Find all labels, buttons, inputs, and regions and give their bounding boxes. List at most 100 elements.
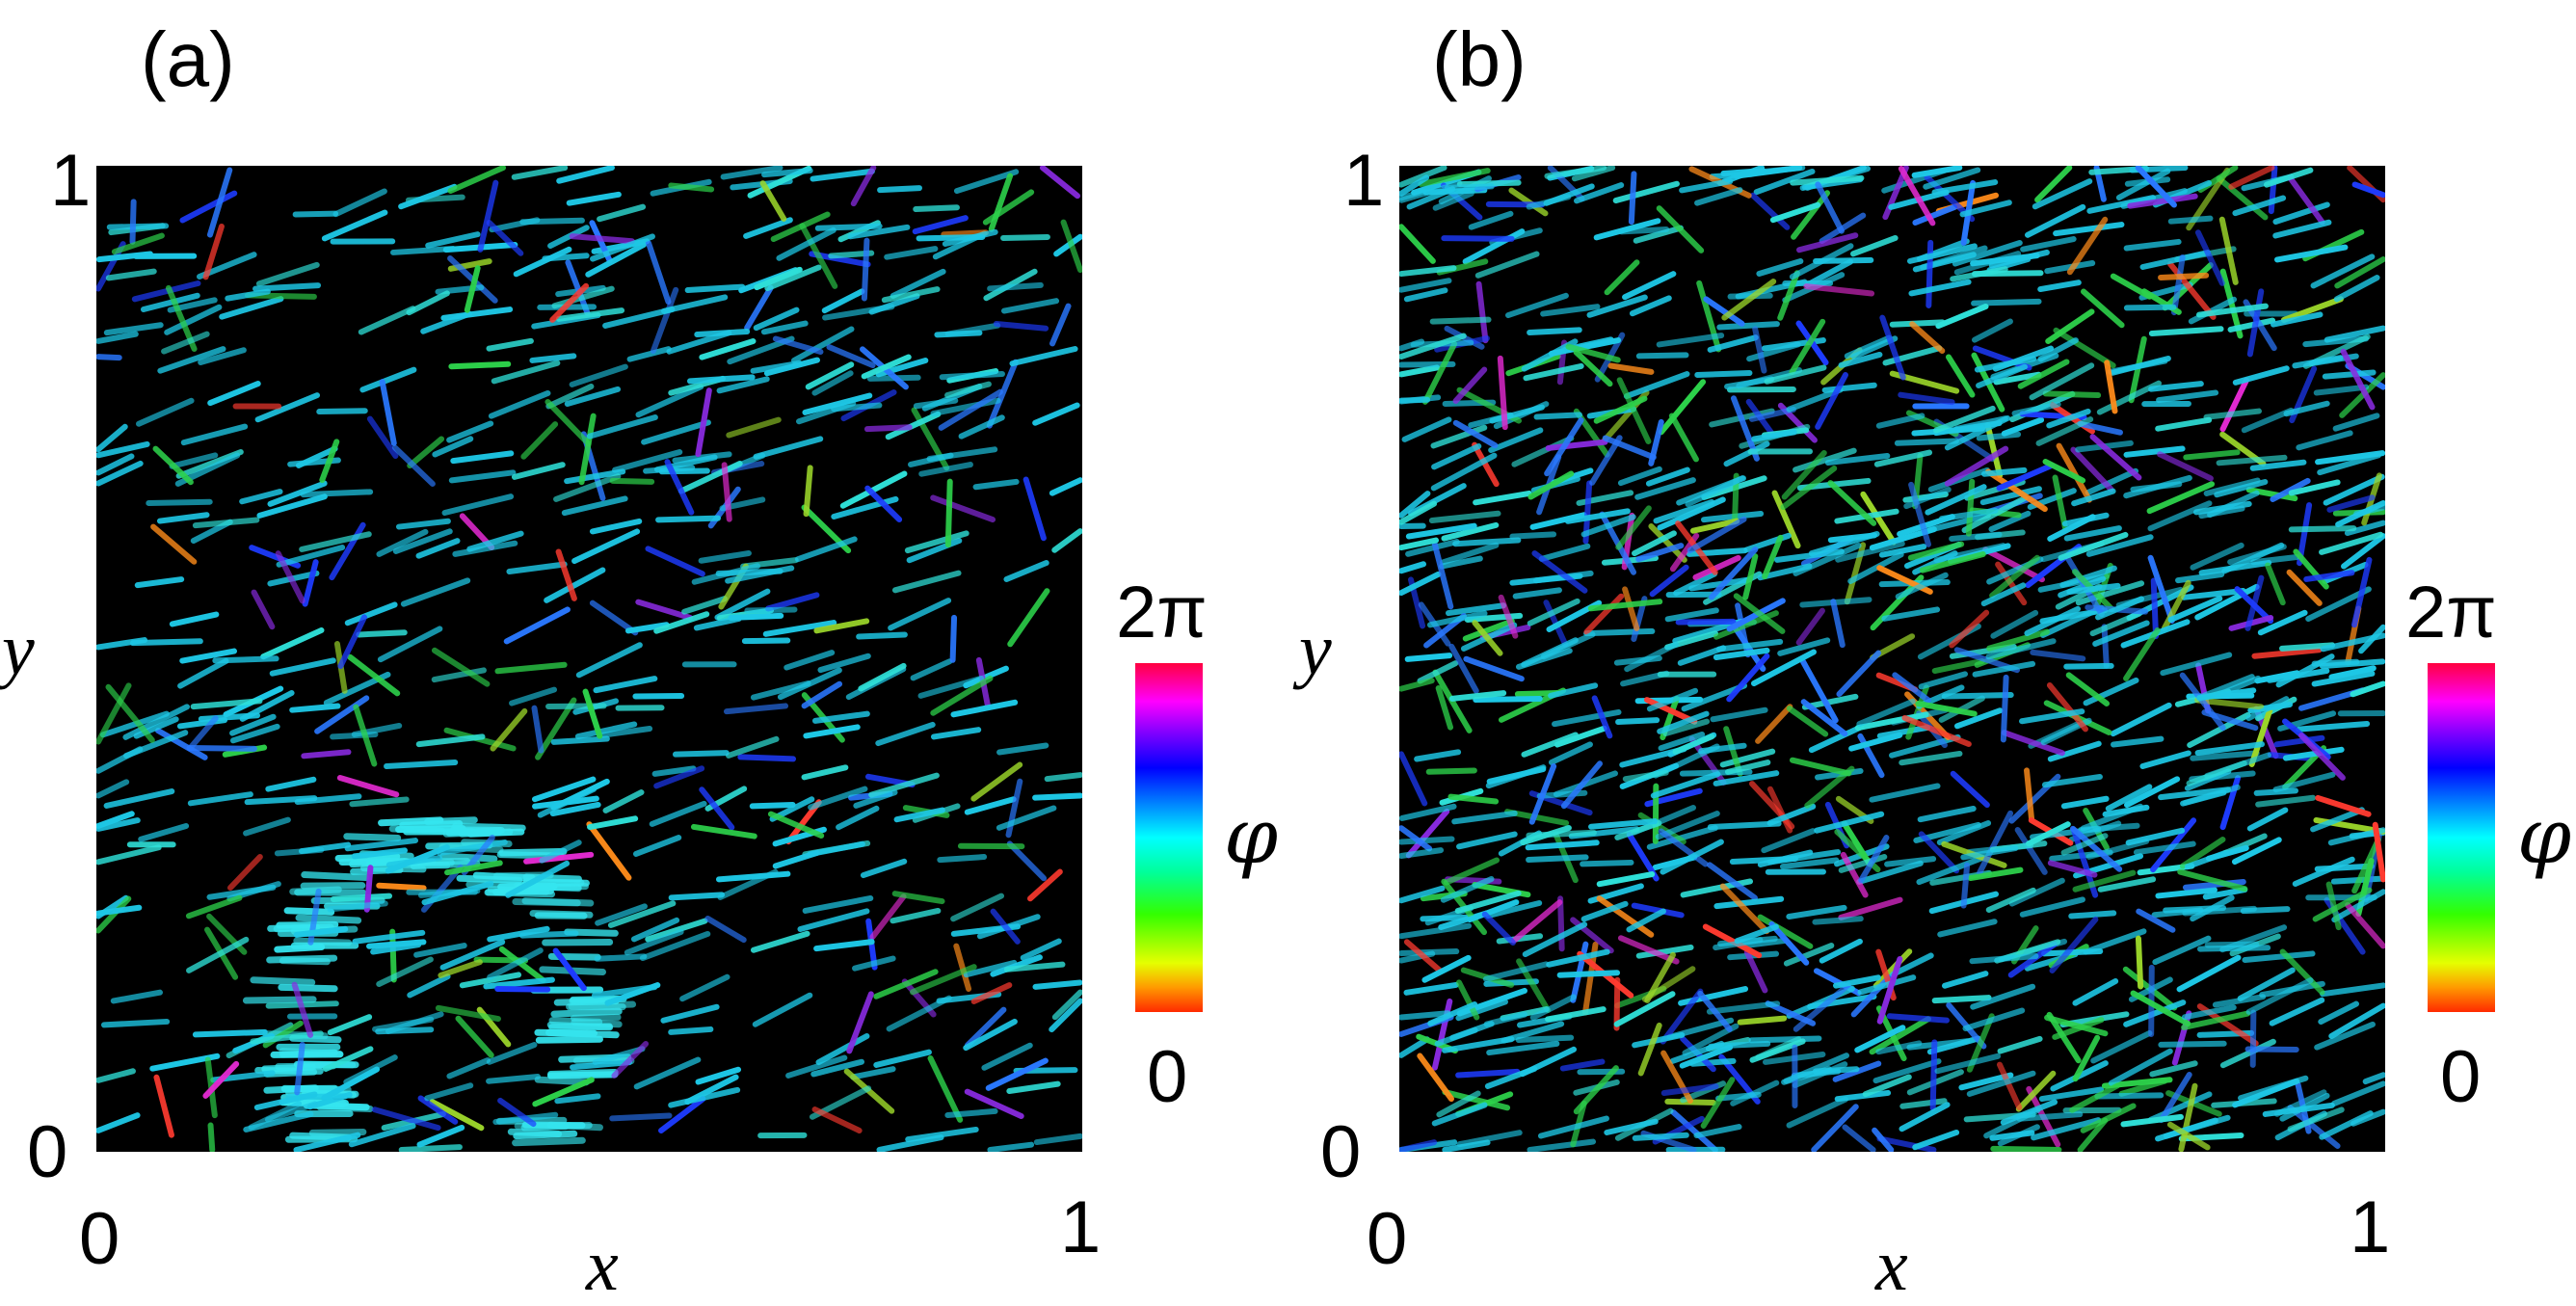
orientation-rod [393, 249, 453, 253]
orientation-rod [2325, 372, 2374, 376]
orientation-rod [1478, 254, 1537, 276]
orientation-rod [1491, 430, 1540, 450]
orientation-rod [2272, 1000, 2323, 1024]
panel-a-colorbar [1135, 663, 1203, 1012]
orientation-rod [348, 604, 395, 623]
orientation-rod [572, 367, 625, 385]
orientation-rod [1818, 184, 1842, 230]
orientation-rod [428, 234, 477, 246]
orientation-rod [1901, 754, 1959, 762]
orientation-rod [2027, 770, 2032, 818]
orientation-rod [1405, 419, 1449, 440]
orientation-rod [296, 214, 335, 215]
orientation-rod [663, 1007, 716, 1021]
orientation-rod [1979, 435, 2018, 439]
ring-rod [573, 1017, 618, 1018]
orientation-rod [180, 661, 226, 686]
orientation-rod [180, 720, 225, 726]
orientation-rod [2163, 655, 2229, 674]
orientation-rod [107, 791, 173, 806]
orientation-rod [1479, 284, 1486, 340]
orientation-rod [1425, 344, 1454, 402]
orientation-rod [2236, 368, 2287, 383]
orientation-rod [1455, 540, 1518, 544]
orientation-rod [2178, 574, 2221, 580]
orientation-rod [98, 427, 125, 449]
orientation-rod [753, 805, 793, 806]
orientation-rod [863, 862, 904, 875]
orientation-rod [2046, 393, 2098, 395]
orientation-rod [916, 218, 966, 231]
orientation-rod [740, 757, 793, 759]
orientation-rod [1054, 531, 1080, 550]
orientation-rod [895, 573, 959, 591]
orientation-rod [934, 730, 978, 736]
orientation-rod [1454, 813, 1515, 821]
orientation-rod [222, 299, 280, 317]
orientation-rod [2276, 775, 2333, 789]
orientation-rod [1697, 373, 1749, 375]
ring-rod [488, 893, 552, 894]
orientation-rod [697, 332, 747, 334]
orientation-rod [1447, 186, 1492, 188]
orientation-rod [1972, 956, 2035, 961]
orientation-rod [1489, 1044, 1556, 1053]
orientation-rod [1697, 190, 1739, 203]
orientation-rod [2180, 958, 2239, 990]
orientation-rod [98, 334, 136, 341]
orientation-rod [1833, 601, 1843, 645]
orientation-rod [1890, 1016, 1947, 1020]
orientation-rod [2342, 375, 2383, 415]
orientation-rod [259, 265, 317, 283]
orientation-rod [2005, 420, 2041, 434]
orientation-rod [649, 243, 668, 302]
orientation-rod [1740, 1019, 1785, 1023]
orientation-rod [1610, 366, 1651, 372]
orientation-rod [756, 996, 810, 1025]
orientation-rod [1401, 680, 1432, 688]
orientation-rod [1052, 307, 1069, 344]
orientation-rod [1928, 243, 1930, 306]
orientation-rod [1953, 774, 1987, 805]
orientation-rod [1512, 534, 1554, 536]
orientation-rod [515, 168, 565, 177]
orientation-rod [497, 989, 547, 990]
orientation-rod [1764, 831, 1813, 850]
orientation-rod [1966, 1010, 2023, 1028]
orientation-rod [1444, 238, 1511, 239]
orientation-rod [248, 798, 315, 802]
orientation-rod [1993, 1149, 2058, 1150]
orientation-rod [2064, 799, 2107, 807]
orientation-rod [2127, 242, 2179, 249]
orientation-rod [1526, 366, 1580, 378]
orientation-rod [565, 498, 625, 513]
orientation-rod [1422, 918, 1471, 920]
orientation-rod [210, 384, 258, 403]
orientation-rod [1668, 610, 1716, 619]
orientation-rod [747, 609, 794, 610]
orientation-rod [574, 531, 637, 561]
orientation-rod [582, 416, 594, 483]
orientation-rod [763, 183, 784, 219]
orientation-rod [684, 599, 725, 612]
orientation-rod [876, 1053, 929, 1065]
orientation-rod [757, 439, 821, 456]
orientation-rod [948, 482, 950, 545]
orientation-rod [806, 898, 871, 911]
orientation-rod [148, 502, 209, 503]
orientation-rod [98, 1115, 138, 1131]
ring-rod [554, 1011, 619, 1014]
orientation-rod [1401, 926, 1469, 937]
orientation-rod [2317, 387, 2366, 393]
ring-rod [517, 1133, 574, 1135]
orientation-rod [1625, 274, 1673, 297]
orientation-rod [254, 593, 273, 627]
orientation-rod [1548, 1009, 1604, 1019]
orientation-rod [1935, 998, 1989, 1000]
orientation-rod [2321, 1004, 2356, 1023]
panel-b-orientation-field [1399, 166, 2385, 1152]
orientation-rod [333, 896, 389, 899]
orientation-rod [544, 255, 586, 258]
orientation-rod [1815, 919, 1860, 921]
orientation-rod [2292, 528, 2354, 529]
